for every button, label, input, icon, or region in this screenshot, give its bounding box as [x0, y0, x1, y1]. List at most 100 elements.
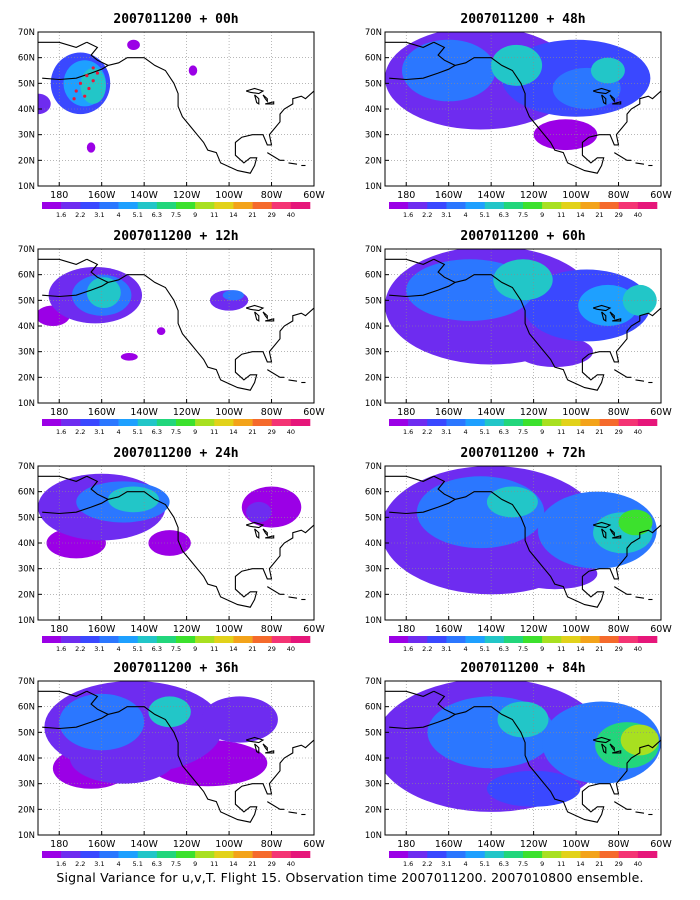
variance-contour	[222, 290, 244, 301]
variance-contour	[486, 770, 581, 807]
colorbar-swatch	[233, 419, 253, 426]
colorbar-swatch	[484, 202, 505, 209]
y-tick-label: 30N	[365, 565, 382, 575]
panel-title: 2007011200 + 72h	[460, 446, 585, 461]
colorbar-swatch	[637, 851, 658, 858]
coastline-path	[433, 258, 661, 391]
coastline-path	[433, 475, 661, 608]
colorbar-label: 29	[615, 645, 623, 653]
colorbar-swatch	[42, 636, 62, 643]
variance-contour	[148, 530, 191, 556]
coastlines	[385, 690, 661, 823]
y-tick-label: 40N	[18, 539, 35, 549]
lake-path	[601, 94, 607, 105]
colorbar-swatch	[561, 851, 581, 858]
colorbar-label: 7.5	[518, 428, 528, 436]
x-tick-label: 160W	[88, 839, 116, 850]
y-tick-label: 20N	[18, 156, 35, 166]
lake-path	[265, 750, 275, 754]
x-tick-label: 100W	[562, 190, 590, 201]
x-tick-label: 80W	[608, 190, 630, 201]
coastlines	[385, 475, 661, 608]
colorbar-label: 3.1	[94, 428, 104, 436]
variance-contour	[491, 44, 543, 86]
colorbar-swatch	[137, 202, 158, 209]
colorbar-swatch	[118, 851, 139, 858]
variance-contour	[86, 142, 96, 153]
y-tick-label: 10N	[18, 399, 35, 409]
coastlines	[385, 258, 661, 391]
lake-path	[609, 743, 615, 752]
y-tick-label: 70N	[365, 245, 382, 255]
coastline-path	[38, 475, 88, 482]
colorbar-swatch	[42, 851, 62, 858]
colorbar-label: 29	[615, 428, 623, 436]
colorbar-swatch	[599, 636, 620, 643]
lake-path	[265, 535, 275, 539]
colorbar-label: 5.1	[133, 645, 143, 653]
colorbar-label: 29	[268, 428, 276, 436]
colorbar-swatch	[271, 419, 292, 426]
coastline-path	[614, 801, 632, 810]
y-tick-label: 30N	[365, 131, 382, 141]
colorbar-label: 2.2	[75, 211, 85, 219]
variance-contour	[246, 501, 272, 523]
colorbar-label: 4	[117, 860, 121, 868]
y-tick-label: 40N	[18, 322, 35, 332]
colorbar-swatch	[61, 419, 81, 426]
colorbar-swatch	[580, 419, 600, 426]
map-panel-84h: 2007011200 + 84h 10N 20N 30N 40N 50N 60N 70N 180…	[365, 661, 673, 868]
colorbar-swatch	[176, 636, 196, 643]
lake-path	[612, 101, 622, 105]
colorbar-swatch	[214, 419, 234, 426]
colorbar-label: 21	[248, 645, 256, 653]
y-tick-label: 10N	[18, 182, 35, 192]
coastline-path	[42, 498, 109, 515]
panel-title: 2007011200 + 36h	[113, 661, 238, 676]
colorbar-swatch	[271, 636, 292, 643]
colorbar-swatch	[156, 419, 177, 426]
colorbar-label: 1.6	[403, 428, 413, 436]
variance-contour	[516, 336, 594, 368]
x-tick-label: 100W	[562, 624, 590, 635]
colorbar-label: 7.5	[171, 428, 181, 436]
x-tick-label: 100W	[562, 407, 590, 418]
y-tick-label: 20N	[18, 373, 35, 383]
colorbar-swatch	[214, 851, 234, 858]
x-tick-label: 140W	[130, 407, 158, 418]
colorbar-swatch	[408, 202, 428, 209]
coastline-path	[86, 258, 314, 391]
x-tick-label: 60W	[650, 407, 672, 418]
variance-contour	[188, 65, 198, 76]
variance-contour	[148, 696, 191, 728]
x-tick-label: 100W	[562, 839, 590, 850]
panel-title: 2007011200 + 60h	[460, 229, 585, 244]
y-tick-label: 40N	[365, 539, 382, 549]
colorbar: 1.6 2.2 3.1 4 5.1 6.3 7.5 9 11 14 21 29 40	[389, 202, 658, 219]
lake-path	[262, 94, 268, 103]
colorbar-swatch	[290, 636, 311, 643]
colorbar-label: 40	[634, 645, 642, 653]
y-tick-label: 10N	[365, 831, 382, 841]
y-tick-label: 60N	[18, 488, 35, 498]
flight-track-point	[72, 97, 76, 101]
panel-title: 2007011200 + 48h	[460, 12, 585, 27]
colorbar-label: 40	[287, 211, 295, 219]
x-tick-label: 60W	[303, 190, 325, 201]
coastline-path	[38, 690, 88, 697]
colorbar-swatch	[176, 419, 196, 426]
y-tick-label: 50N	[18, 728, 35, 738]
colorbar-swatch	[427, 636, 447, 643]
y-tick-label: 20N	[365, 156, 382, 166]
colorbar-label: 14	[576, 428, 584, 436]
coastline-path	[267, 801, 285, 810]
colorbar-swatch	[503, 202, 524, 209]
colorbar-swatch	[484, 851, 505, 858]
colorbar: 1.6 2.2 3.1 4 5.1 6.3 7.5 9 11 14 21 29 40	[42, 202, 311, 219]
colorbar-swatch	[446, 636, 466, 643]
y-tick-label: 20N	[365, 373, 382, 383]
x-tick-label: 180	[50, 407, 68, 418]
coastline-path	[42, 281, 109, 298]
colorbar-swatch	[580, 202, 600, 209]
